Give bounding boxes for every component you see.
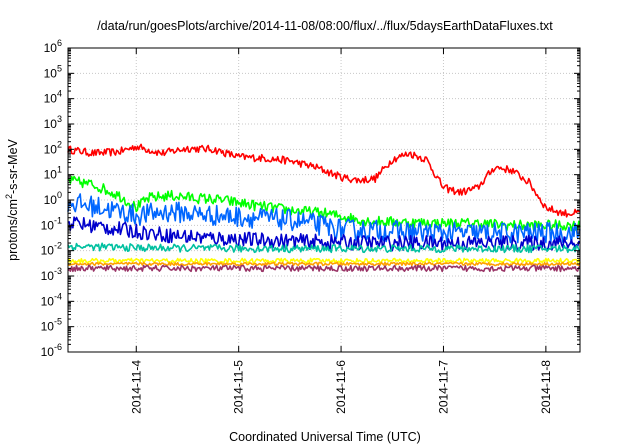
y-tick-label: 10-3 <box>41 266 62 283</box>
y-axis-label-base: protons/cm <box>6 199 20 261</box>
y-tick-label-base: 10 <box>44 117 58 131</box>
y-axis-label-unit: -s-sr-MeV <box>6 138 20 194</box>
chart-title: /data/run/goesPlots/archive/2014-11-08/0… <box>97 19 553 33</box>
y-tick-label-exponent: 2 <box>57 139 62 149</box>
x-tick-label: 2014-11-6 <box>334 360 348 414</box>
y-tick-label-exponent: 4 <box>57 89 62 99</box>
series-line-1 <box>67 143 581 218</box>
y-axis-label-exponent: 2 <box>4 194 14 199</box>
y-tick-label-base: 10 <box>44 168 58 182</box>
series-line-8 <box>67 264 581 273</box>
y-tick-label-base: 10 <box>41 244 55 258</box>
series-line-6 <box>67 257 581 264</box>
y-tick-label-exponent: 1 <box>57 165 62 175</box>
y-tick-label-exponent: 5 <box>57 63 62 73</box>
y-tick-label-base: 10 <box>41 345 55 359</box>
y-tick-label-exponent: -2 <box>54 241 62 251</box>
x-tick-label: 2014-11-5 <box>232 360 246 414</box>
y-tick-label-base: 10 <box>44 92 58 106</box>
y-tick-label-exponent: -1 <box>54 215 62 225</box>
y-tick-label: 100 <box>44 190 62 207</box>
y-tick-label-exponent: -6 <box>54 342 62 352</box>
y-tick-label-base: 10 <box>41 269 55 283</box>
y-tick-label-exponent: 0 <box>57 190 62 200</box>
y-tick-label: 10-4 <box>41 291 62 308</box>
y-tick-label: 101 <box>44 165 62 182</box>
y-tick-label-base: 10 <box>44 66 58 80</box>
y-tick-label-base: 10 <box>44 142 58 156</box>
y-tick-label: 105 <box>44 63 62 80</box>
y-tick-label: 10-6 <box>41 342 62 359</box>
y-tick-label: 10-5 <box>41 317 62 334</box>
data-series <box>67 143 581 273</box>
y-axis-label: protons/cm2-s-sr-MeV <box>4 138 20 260</box>
y-axis-tick-labels: 10-610-510-410-310-210-11001011021031041… <box>41 38 62 359</box>
y-tick-label-exponent: 6 <box>57 38 62 48</box>
y-tick-label: 10-1 <box>41 215 62 232</box>
x-tick-label: 2014-11-8 <box>539 360 553 414</box>
y-tick-label-exponent: -5 <box>54 317 62 327</box>
y-tick-label-exponent: -4 <box>54 291 62 301</box>
y-tick-label-base: 10 <box>44 41 58 55</box>
y-tick-label-base: 10 <box>41 294 55 308</box>
y-tick-label-exponent: 3 <box>57 114 62 124</box>
y-tick-label: 103 <box>44 114 62 131</box>
x-tick-label: 2014-11-4 <box>129 360 143 414</box>
x-tick-label: 2014-11-7 <box>436 360 450 414</box>
axis-ticks <box>68 47 580 353</box>
series-line-3 <box>67 193 581 245</box>
y-tick-label-base: 10 <box>41 320 55 334</box>
y-tick-label-base: 10 <box>41 218 55 232</box>
series-line-2 <box>67 175 581 232</box>
y-tick-label: 102 <box>44 139 62 156</box>
series-line-5 <box>67 242 581 254</box>
y-tick-label: 10-2 <box>41 241 62 258</box>
y-tick-label: 106 <box>44 38 62 55</box>
series-line-7 <box>67 261 581 267</box>
y-tick-label-base: 10 <box>44 193 58 207</box>
y-tick-label: 104 <box>44 89 62 106</box>
x-axis-tick-labels: 2014-11-4 2014-11-5 2014-11-6 2014-11-7 2014… <box>129 360 553 414</box>
y-tick-label-exponent: -3 <box>54 266 62 276</box>
x-axis-label: Coordinated Universal Time (UTC) <box>229 430 421 444</box>
